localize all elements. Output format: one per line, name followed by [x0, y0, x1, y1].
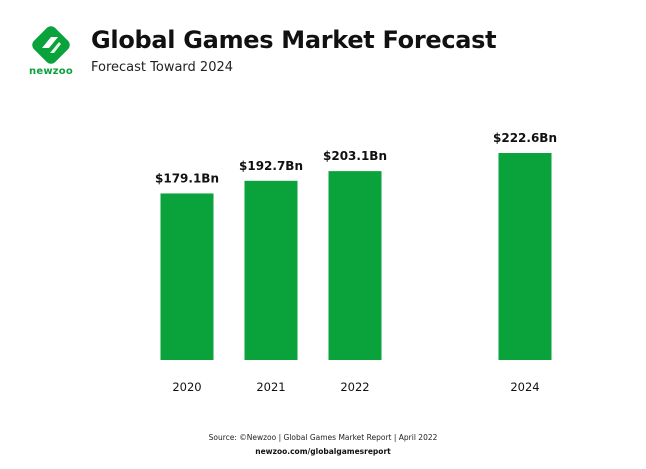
bar-2021	[244, 180, 298, 360]
value-label-2020: $179.1Bn	[155, 171, 219, 185]
value-label-2021: $192.7Bn	[239, 159, 303, 173]
chart-subtitle: Forecast Toward 2024	[91, 60, 234, 75]
x-tick-label-2022: 2022	[340, 380, 369, 394]
chart-title: Global Games Market Forecast	[91, 26, 497, 54]
value-label-2024: $222.6Bn	[493, 131, 557, 145]
value-label-2022: $203.1Bn	[323, 149, 387, 163]
x-tick-label-2021: 2021	[256, 380, 285, 394]
brand-name: newzoo	[29, 66, 73, 77]
x-tick-label-2024: 2024	[510, 380, 539, 394]
newzoo-logo-icon	[32, 26, 70, 64]
source-note: Source: ©Newzoo | Global Games Market Re…	[208, 433, 438, 442]
bar-2020	[160, 193, 214, 360]
bar-2022	[328, 171, 382, 360]
report-url: newzoo.com/globalgamesreport	[255, 447, 391, 456]
bar-2024	[498, 153, 552, 360]
x-tick-label-2020: 2020	[172, 380, 201, 394]
